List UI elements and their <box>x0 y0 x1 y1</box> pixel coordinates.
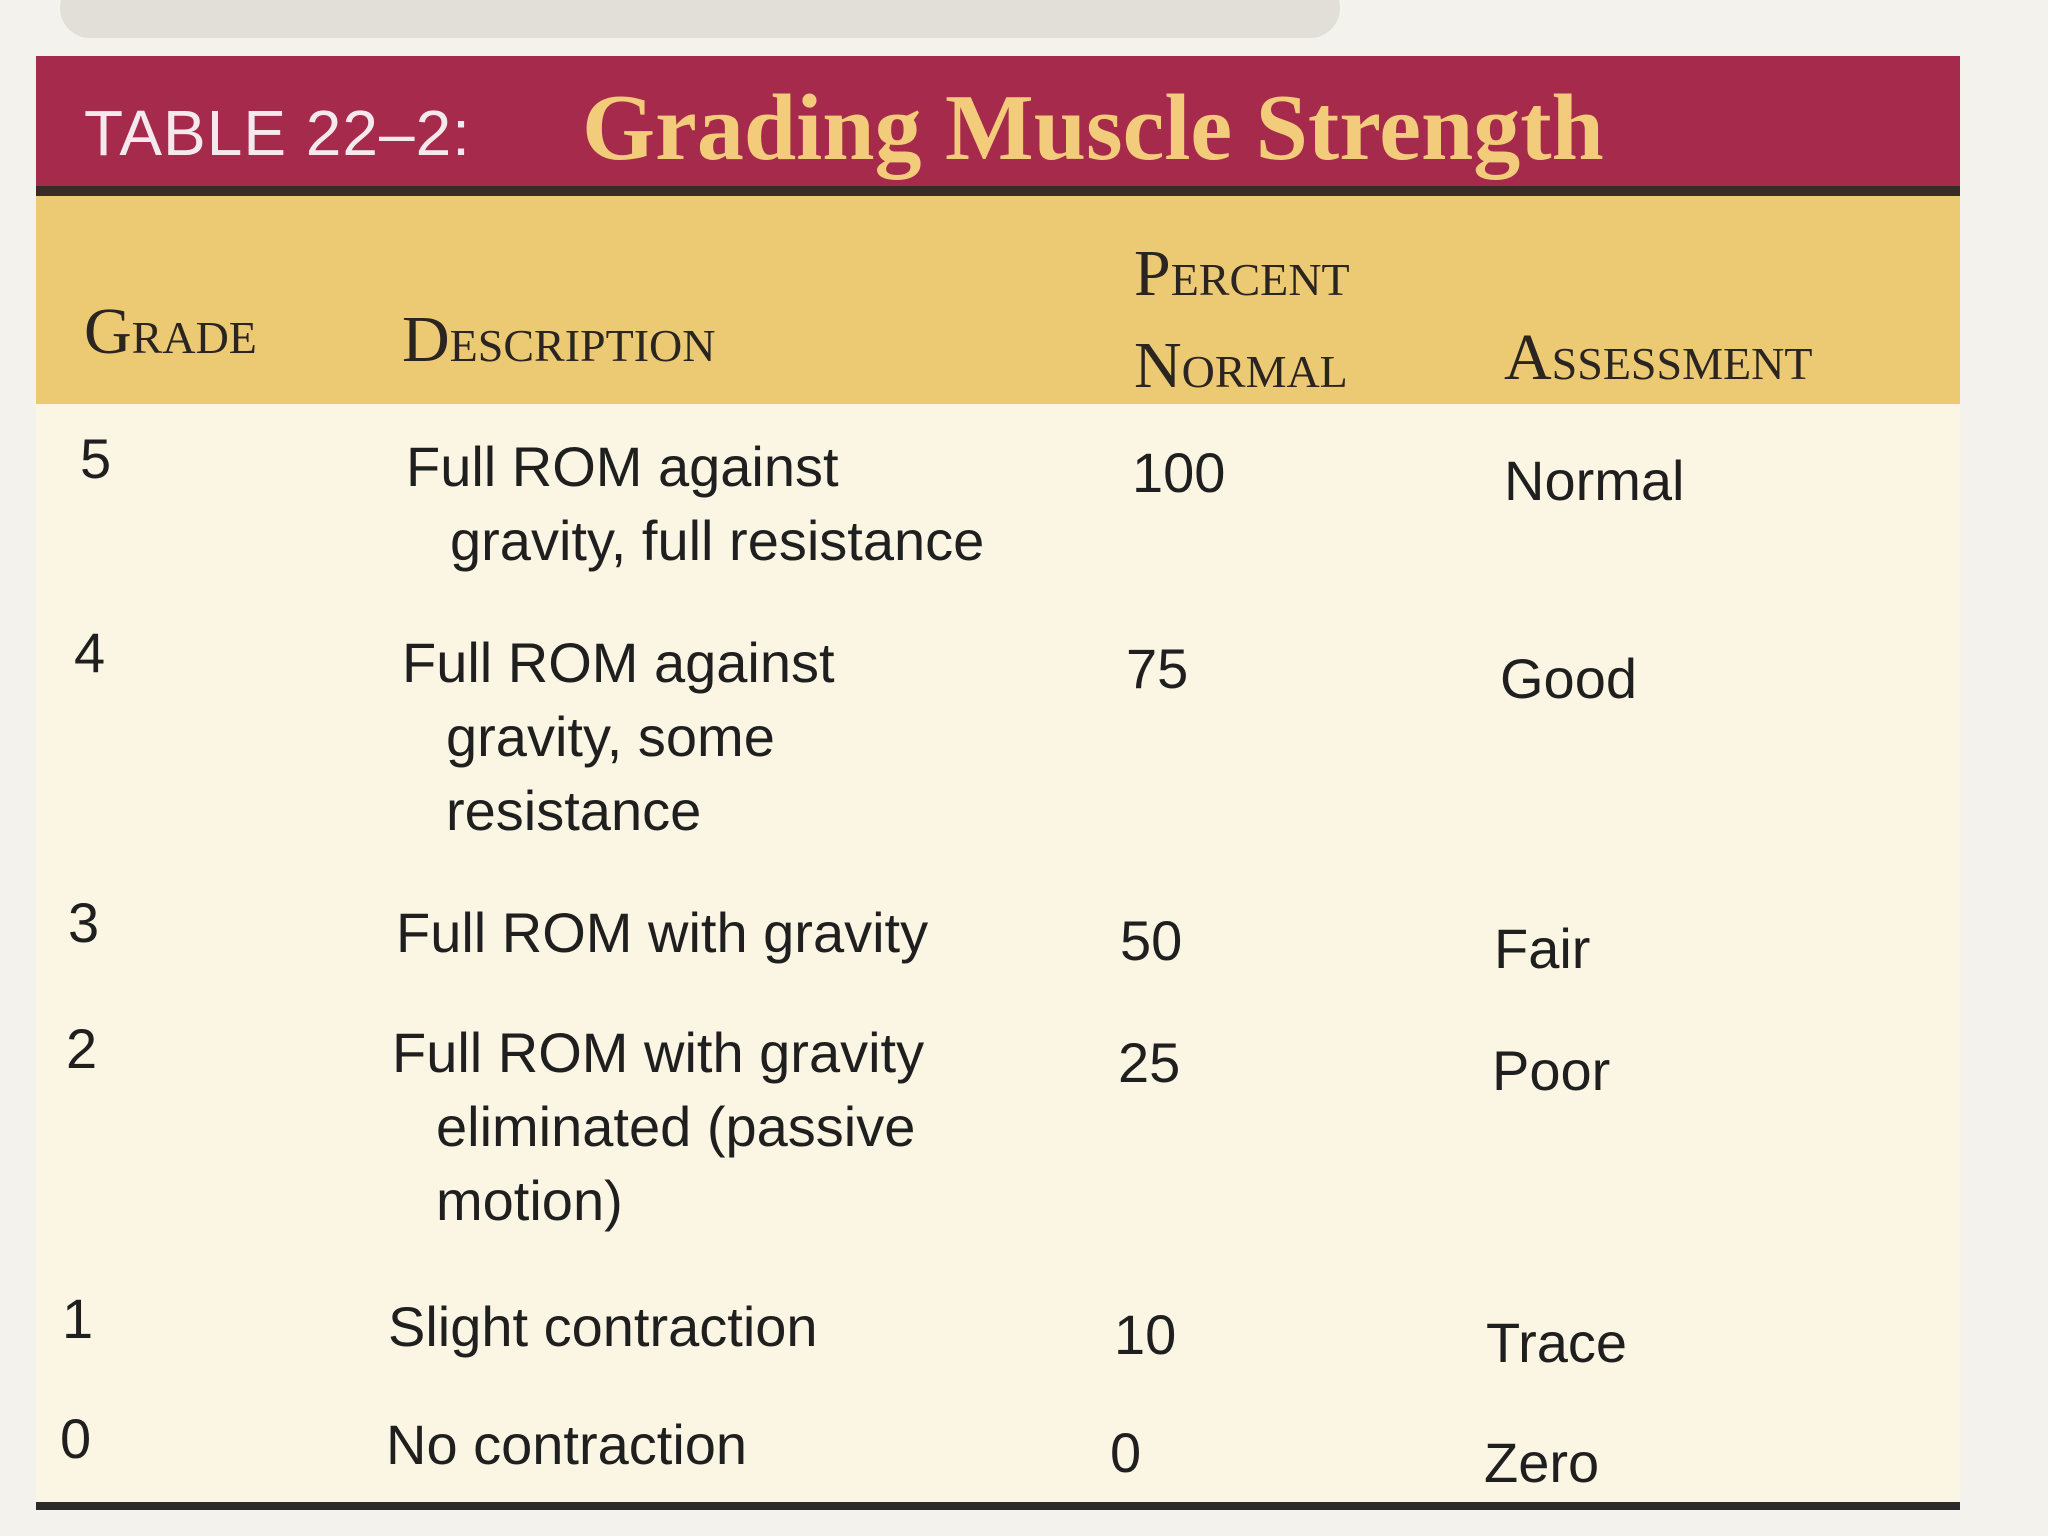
description-line: Slight contraction <box>388 1295 818 1358</box>
table-title: Grading Muscle Strength <box>582 76 1604 180</box>
description-line: No contraction <box>386 1413 748 1476</box>
grade-cell: 5 <box>80 427 112 490</box>
header-grade: Grade <box>84 295 257 368</box>
description-cell: Full ROM with gravity eliminated (passiv… <box>392 1016 924 1238</box>
grade-cell: 1 <box>62 1287 94 1350</box>
grade-cell: 3 <box>68 891 100 954</box>
description-line: Full ROM with gravity <box>396 901 929 964</box>
assessment-cell: Poor <box>1492 1039 1611 1102</box>
percent-cell: 50 <box>1120 909 1183 972</box>
percent-cell: 75 <box>1126 637 1189 700</box>
description-line: Full ROM against <box>402 631 835 694</box>
description-cell: Full ROM with gravity <box>396 896 928 970</box>
percent-cell: 10 <box>1114 1303 1177 1366</box>
assessment-cell: Good <box>1500 647 1637 710</box>
grade-cell: 2 <box>66 1017 98 1080</box>
table-title-bar: TABLE 22–2: Grading Muscle Strength <box>36 56 1960 196</box>
description-line: gravity, full resistance <box>450 509 985 572</box>
table-bottom-rule <box>36 1502 1960 1510</box>
assessment-cell: Normal <box>1504 449 1685 512</box>
grade-cell: 0 <box>60 1407 92 1470</box>
description-line: Full ROM with gravity <box>392 1021 925 1084</box>
description-cell: Full ROM against gravity, full resistanc… <box>406 430 984 578</box>
header-percent-normal: Percent Normal <box>1134 228 1350 412</box>
header-assessment: Assessment <box>1504 321 1813 394</box>
header-percent-line1: Percent <box>1134 237 1350 310</box>
assessment-cell: Fair <box>1494 917 1591 980</box>
description-cell: No contraction <box>386 1408 747 1482</box>
bleed-through-text <box>60 0 1340 38</box>
table-panel: TABLE 22–2: Grading Muscle Strength Grad… <box>36 56 1960 1510</box>
description-line: motion) <box>436 1169 623 1232</box>
percent-cell: 0 <box>1110 1421 1142 1484</box>
percent-cell: 100 <box>1132 441 1226 504</box>
description-line: resistance <box>446 779 702 842</box>
table-header-row <box>36 196 1960 404</box>
assessment-cell: Zero <box>1484 1431 1600 1494</box>
description-line: eliminated (passive <box>436 1095 916 1158</box>
assessment-cell: Trace <box>1486 1311 1628 1374</box>
percent-cell: 25 <box>1118 1031 1181 1094</box>
grade-cell: 4 <box>74 621 106 684</box>
description-line: gravity, some <box>446 705 775 768</box>
header-description: Description <box>402 303 716 376</box>
description-cell: Slight contraction <box>388 1290 818 1364</box>
header-percent-line2: Normal <box>1134 329 1348 402</box>
table-number-label: TABLE 22–2: <box>84 97 471 169</box>
description-line: Full ROM against <box>406 435 839 498</box>
description-cell: Full ROM against gravity, some resistanc… <box>402 626 835 848</box>
